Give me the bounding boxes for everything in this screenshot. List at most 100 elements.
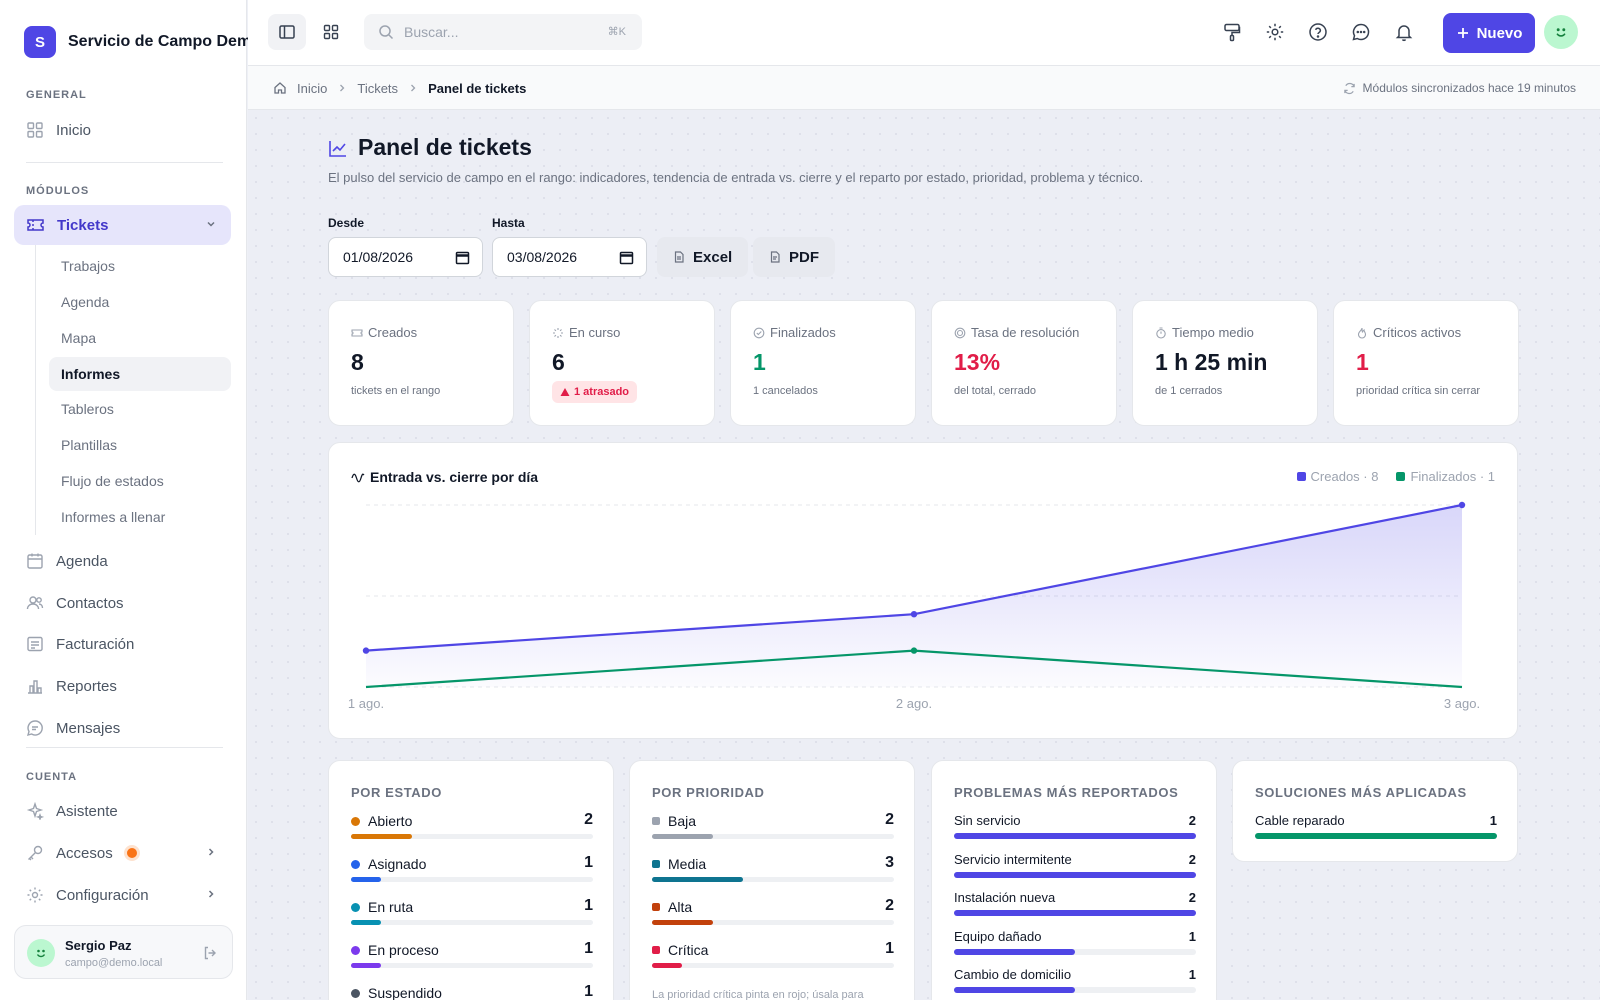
export-pdf-button[interactable]: PDF [753, 237, 835, 277]
bar-fill [652, 834, 713, 839]
apps-button[interactable] [312, 14, 350, 50]
sidebar-sub-informes-llenar[interactable]: Informes a llenar [61, 509, 166, 525]
brand[interactable]: S Servicio de Campo Demo [24, 26, 261, 58]
breadcrumb-inicio[interactable]: Inicio [297, 80, 328, 96]
kpi-value: 1 [753, 349, 766, 375]
sidebar-item-asistente[interactable]: Asistente [14, 791, 231, 831]
kpi-note: del total, cerrado [954, 385, 1036, 397]
settings-button[interactable] [1261, 18, 1289, 46]
logout-icon[interactable] [202, 945, 218, 961]
card-title: POR PRIORIDAD [652, 785, 765, 800]
smiley-icon [1556, 28, 1566, 37]
sidebar-item-label: Tickets [57, 216, 109, 234]
desde-date-input[interactable]: 01/08/2026 [328, 237, 483, 277]
bar-fill [954, 948, 1075, 955]
item-label: Instalación nueva [954, 890, 1056, 905]
bar-fill [351, 834, 412, 839]
breadcrumb-current: Panel de tickets [428, 80, 527, 96]
problemas-card: PROBLEMAS MÁS REPORTADOS Sin servicio 2 Se… [931, 760, 1217, 1000]
spreadsheet-icon [674, 251, 684, 263]
list-item: Media 3 [652, 854, 894, 896]
plus-icon [1457, 28, 1468, 38]
sidebar-sub-plantillas[interactable]: Plantillas [61, 437, 118, 453]
sidebar-item-inicio[interactable]: Inicio [14, 110, 231, 150]
new-button[interactable]: Nuevo [1443, 13, 1535, 53]
bar-fill [954, 833, 1196, 839]
notifications-button[interactable] [1390, 18, 1418, 46]
bar-track [351, 834, 593, 839]
search-input[interactable] [404, 24, 584, 40]
sidebar-item-mensajes[interactable]: Mensajes [14, 708, 231, 748]
user-avatar-button[interactable] [1544, 15, 1578, 49]
sidebar-sub-mapa[interactable]: Mapa [61, 330, 97, 346]
sidebar-item-accesos[interactable]: Accesos [14, 833, 231, 873]
item-count: 2 [584, 811, 593, 828]
kpi-en-curso: En curso 6 1 atrasado [529, 300, 715, 426]
sidebar-item-configuracion[interactable]: Configuración [14, 875, 231, 915]
priority-square [652, 946, 660, 954]
sidebar-sub-trabajos[interactable]: Trabajos [61, 258, 115, 274]
list-item: Instalación nueva 2 [954, 890, 1196, 928]
bar-track [652, 963, 894, 968]
sidebar-item-contactos[interactable]: Contactos [14, 583, 231, 623]
calendar-icon[interactable] [455, 250, 470, 265]
legend-item-creados[interactable]: Creados · 8 [1296, 469, 1378, 484]
sidebar-sub-flujo[interactable]: Flujo de estados [61, 473, 164, 489]
bar-chart-icon [28, 680, 42, 694]
x-tick-label: 1 ago. [348, 696, 384, 711]
chevron-right-icon[interactable] [205, 846, 217, 858]
avatar [27, 939, 55, 967]
sidebar-item-agenda[interactable]: Agenda [14, 541, 231, 581]
list-item: Baja 2 [652, 811, 894, 853]
user-name: Sergio Paz [65, 938, 132, 953]
toggle-sidebar-button[interactable] [268, 14, 306, 50]
bar-fill [652, 877, 743, 882]
home-icon[interactable] [273, 81, 287, 95]
submenu-line [35, 245, 36, 535]
paint-roller-button[interactable] [1218, 18, 1246, 46]
sidebar-sub-tableros[interactable]: Tableros [61, 401, 114, 417]
kpi-value: 1 h 25 min [1155, 349, 1268, 375]
calendar-icon[interactable] [619, 250, 634, 265]
search-shortcut: ⌘K [607, 26, 626, 38]
series-area-creados [366, 505, 1462, 687]
item-count: 2 [885, 897, 894, 914]
kpi-note: prioridad crítica sin cerrar [1356, 385, 1481, 397]
chevron-down-icon[interactable] [205, 218, 217, 230]
kpi-label: Críticos activos [1356, 325, 1461, 340]
item-label-text: Baja [668, 813, 697, 829]
priority-square [652, 903, 660, 911]
item-count: 2 [1188, 890, 1196, 905]
bar-track [954, 948, 1196, 955]
legend-item-finalizados[interactable]: Finalizados · 1 [1396, 469, 1495, 484]
item-label: Crítica [652, 942, 708, 958]
user-card[interactable]: Sergio Paz campo@demo.local [14, 925, 233, 979]
status-dot [351, 945, 360, 955]
kpi-label-text: Tiempo medio [1172, 325, 1254, 340]
item-count: 1 [1489, 813, 1497, 828]
breadcrumb-tickets[interactable]: Tickets [357, 80, 399, 96]
chevron-right-icon[interactable] [205, 888, 217, 900]
kpi-label-text: Finalizados [770, 325, 836, 340]
export-excel-button[interactable]: Excel [657, 237, 749, 277]
chat-button[interactable] [1347, 18, 1375, 46]
list-item: Servicio intermitente 2 [954, 852, 1196, 890]
sidebar-item-facturacion[interactable]: Facturación [14, 624, 231, 664]
sidebar-item-reportes[interactable]: Reportes [14, 666, 231, 706]
kpi-creados: Creados 8 tickets en el rango [328, 300, 514, 426]
sparkle-icon [26, 802, 44, 820]
gear-icon [27, 887, 43, 903]
bar-fill [954, 871, 1196, 878]
chart-title-text: Entrada vs. cierre por día [370, 469, 539, 485]
notification-dot [126, 848, 137, 858]
item-count: 1 [1188, 967, 1196, 982]
help-button[interactable] [1304, 18, 1332, 46]
sidebar-sub-agenda[interactable]: Agenda [61, 294, 110, 310]
sidebar-sub-informes[interactable]: Informes [49, 357, 231, 391]
hasta-date-input[interactable]: 03/08/2026 [492, 237, 647, 277]
sidebar-item-tickets[interactable]: Tickets [14, 205, 231, 245]
calendar-icon [27, 553, 43, 569]
search-box[interactable]: ⌘K [364, 14, 642, 50]
list-item: En proceso 1 [351, 940, 593, 982]
card-title: PROBLEMAS MÁS REPORTADOS [954, 785, 1179, 800]
